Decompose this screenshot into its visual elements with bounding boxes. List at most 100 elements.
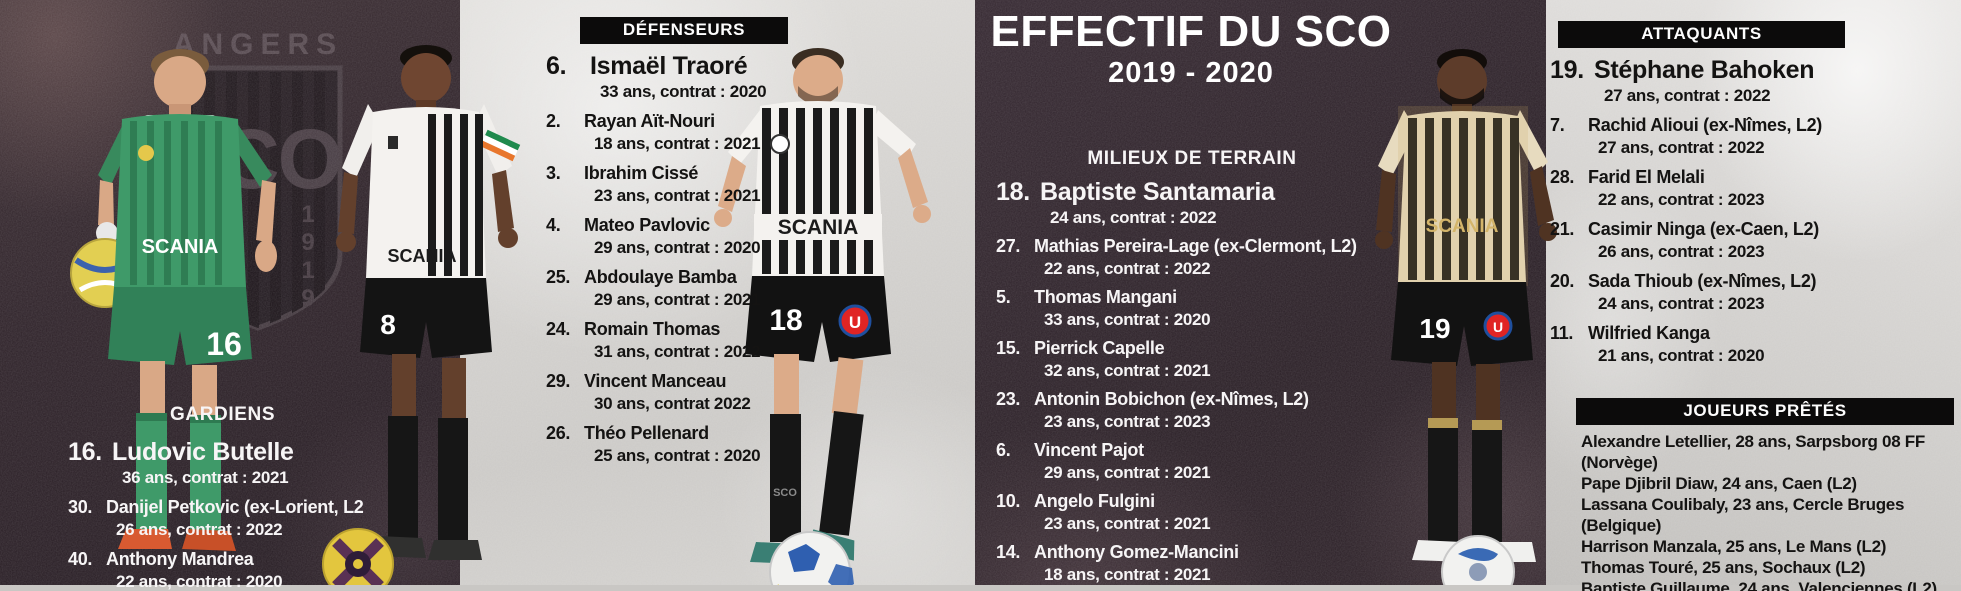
section-milieux: MILIEUX DE TERRAIN 18. Baptiste Santamar… <box>996 148 1357 591</box>
main-title: EFFECTIF DU SCO <box>990 7 1392 56</box>
gardiens-list: 16. Ludovic Butelle 36 ans, contrat : 20… <box>68 438 488 591</box>
player-contract-info: 27 ans, contrat : 2022 <box>1598 138 1765 158</box>
player-entry: 30. Danijel Petkovic (ex-Lorient, L2 26 … <box>68 497 488 539</box>
player-number: 4. <box>546 215 561 236</box>
loaned-player: Baptiste Guillaume, 24 ans, Valenciennes… <box>1581 579 1937 591</box>
player-name: Pierrick Capelle <box>1034 338 1165 358</box>
player-number: 16. <box>68 438 102 466</box>
player-entry: 16. Ludovic Butelle 36 ans, contrat : 20… <box>68 438 488 487</box>
player-name: Anthony Gomez-Mancini <box>1034 542 1239 562</box>
forward-shorts-number: 19 <box>1419 313 1450 344</box>
defenseurs-list: 6. Ismaël Traoré 33 ans, contrat : 2020 … <box>546 52 831 465</box>
player-contract-info: 32 ans, contrat : 2021 <box>1044 361 1211 380</box>
player-contract-info: 21 ans, contrat : 2020 <box>1598 346 1765 366</box>
svg-text:U: U <box>849 313 861 332</box>
player-entry: 11. Wilfried Kanga 21 ans, contrat : 202… <box>1550 323 1960 365</box>
defender-shorts-number: 8 <box>380 309 396 340</box>
player-details: Théo Pellenard 25 ans, contrat : 2020 <box>584 423 831 465</box>
player-details: Ismaël Traoré 33 ans, contrat : 2020 <box>590 52 831 101</box>
sponsor-u-badge: U <box>838 304 872 338</box>
player-number: 25. <box>546 267 571 288</box>
forward-photo: SCANIA 19 U <box>1375 49 1557 591</box>
player-number: 6. <box>996 440 1011 460</box>
player-name: Rayan Aït-Nouri <box>584 111 715 132</box>
player-details: Mateo Pavlovic 29 ans, contrat : 2020 <box>584 215 831 257</box>
midfielder-shorts-number: 18 <box>769 304 802 337</box>
soccer-ball <box>769 531 854 591</box>
player-contract-info: 27 ans, contrat : 2022 <box>1604 86 1771 106</box>
player-name: Angelo Fulgini <box>1034 491 1155 511</box>
player-details: Baptiste Santamaria 24 ans, contrat : 20… <box>1040 178 1348 227</box>
goalkeeper-photo: SCANIA 16 <box>70 49 277 551</box>
player-entry: 6. Vincent Pajot 29 ans, contrat : 2021 <box>996 440 1348 482</box>
player-details: Danijel Petkovic (ex-Lorient, L2 26 ans,… <box>106 497 488 539</box>
gardiens-header: GARDIENS <box>170 404 276 425</box>
player-number: 3. <box>546 163 561 184</box>
player-details: Rayan Aït-Nouri 18 ans, contrat : 2021 <box>584 111 831 153</box>
defenseurs-header: DÉFENSEURS <box>580 17 788 45</box>
player-name: Danijel Petkovic (ex-Lorient, L2 <box>106 497 364 517</box>
player-entry: 18. Baptiste Santamaria 24 ans, contrat … <box>996 178 1348 227</box>
season-subtitle: 2019 - 2020 <box>1108 57 1274 89</box>
player-entry: 24. Romain Thomas 31 ans, contrat : 2022 <box>546 319 831 361</box>
player-details: Sada Thioub (ex-Nîmes, L2) 24 ans, contr… <box>1588 271 1960 313</box>
player-name: Théo Pellenard <box>584 423 709 444</box>
player-details: Vincent Manceau 30 ans, contrat 2022 <box>584 371 831 413</box>
player-name: Ismaël Traoré <box>590 52 748 81</box>
player-number: 6. <box>546 52 567 81</box>
section-defenseurs: DÉFENSEURS 6. Ismaël Traoré 33 ans, cont… <box>546 3 831 475</box>
player-contract-info: 24 ans, contrat : 2022 <box>1050 208 1217 227</box>
player-entry: 5. Thomas Mangani 33 ans, contrat : 2020 <box>996 287 1348 329</box>
club-badge <box>138 145 154 161</box>
player-number: 14. <box>996 542 1021 562</box>
player-contract-info: 29 ans, contrat : 2020 <box>594 238 761 258</box>
player-number: 29. <box>546 371 571 392</box>
player-details: Pierrick Capelle 32 ans, contrat : 2021 <box>1034 338 1348 380</box>
defender-photo: SCANIA 8 <box>322 45 521 591</box>
captain-armband <box>479 129 521 162</box>
milieux-header: MILIEUX DE TERRAIN <box>1087 148 1297 169</box>
milieux-list: 18. Baptiste Santamaria 24 ans, contrat … <box>996 178 1357 584</box>
player-number: 28. <box>1550 167 1575 188</box>
player-number: 20. <box>1550 271 1575 292</box>
player-entry: 40. Anthony Mandrea 22 ans, contrat : 20… <box>68 549 488 591</box>
player-name: Vincent Manceau <box>584 371 727 392</box>
player-contract-info: 30 ans, contrat 2022 <box>594 394 751 414</box>
player-contract-info: 18 ans, contrat : 2021 <box>594 134 761 154</box>
player-name: Stéphane Bahoken <box>1594 56 1815 85</box>
player-number: 40. <box>68 549 93 569</box>
player-entry: 20. Sada Thioub (ex-Nîmes, L2) 24 ans, c… <box>1550 271 1960 313</box>
player-entry: 4. Mateo Pavlovic 29 ans, contrat : 2020 <box>546 215 831 257</box>
player-contract-info: 26 ans, contrat : 2022 <box>116 520 283 539</box>
player-entry: 3. Ibrahim Cissé 23 ans, contrat : 2021 <box>546 163 831 205</box>
player-number: 21. <box>1550 219 1575 240</box>
player-name: Farid El Melali <box>1588 167 1705 188</box>
player-contract-info: 29 ans, contrat : 2021 <box>1044 463 1211 482</box>
jersey-sponsor-text: SCANIA <box>1426 216 1499 237</box>
sock-text: SCO <box>773 487 797 499</box>
player-name: Antonin Bobichon (ex-Nîmes, L2) <box>1034 389 1309 409</box>
player-entry: 14. Anthony Gomez-Mancini 18 ans, contra… <box>996 542 1348 584</box>
loaned-player: Thomas Touré, 25 ans, Sochaux (L2) <box>1581 558 1866 578</box>
player-contract-info: 23 ans, contrat : 2023 <box>1044 412 1211 431</box>
goalkeeper-shorts-number: 16 <box>206 326 242 362</box>
player-contract-info: 26 ans, contrat : 2023 <box>1598 242 1765 262</box>
player-contract-info: 33 ans, contrat : 2020 <box>1044 310 1211 329</box>
section-joueurs-pretes: JOUEURS PRÊTÉS Alexandre Letellier, 28 a… <box>1576 384 1954 591</box>
player-number: 30. <box>68 497 93 517</box>
player-details: Romain Thomas 31 ans, contrat : 2022 <box>584 319 831 361</box>
player-details: Farid El Melali 22 ans, contrat : 2023 <box>1588 167 1960 209</box>
svg-text:U: U <box>1493 319 1503 335</box>
player-number: 5. <box>996 287 1011 307</box>
player-name: Anthony Mandrea <box>106 549 254 569</box>
player-contract-info: 18 ans, contrat : 2021 <box>1044 565 1211 584</box>
player-details: Wilfried Kanga 21 ans, contrat : 2020 <box>1588 323 1960 365</box>
player-number: 7. <box>1550 115 1565 136</box>
player-details: Stéphane Bahoken 27 ans, contrat : 2022 <box>1594 56 1960 105</box>
section-attaquants: ATTAQUANTS 19. Stéphane Bahoken 27 ans, … <box>1550 7 1960 375</box>
player-details: Anthony Mandrea 22 ans, contrat : 2020 <box>106 549 488 591</box>
player-contract-info: 25 ans, contrat : 2020 <box>594 446 761 466</box>
player-number: 19. <box>1550 56 1584 85</box>
player-entry: 26. Théo Pellenard 25 ans, contrat : 202… <box>546 423 831 465</box>
